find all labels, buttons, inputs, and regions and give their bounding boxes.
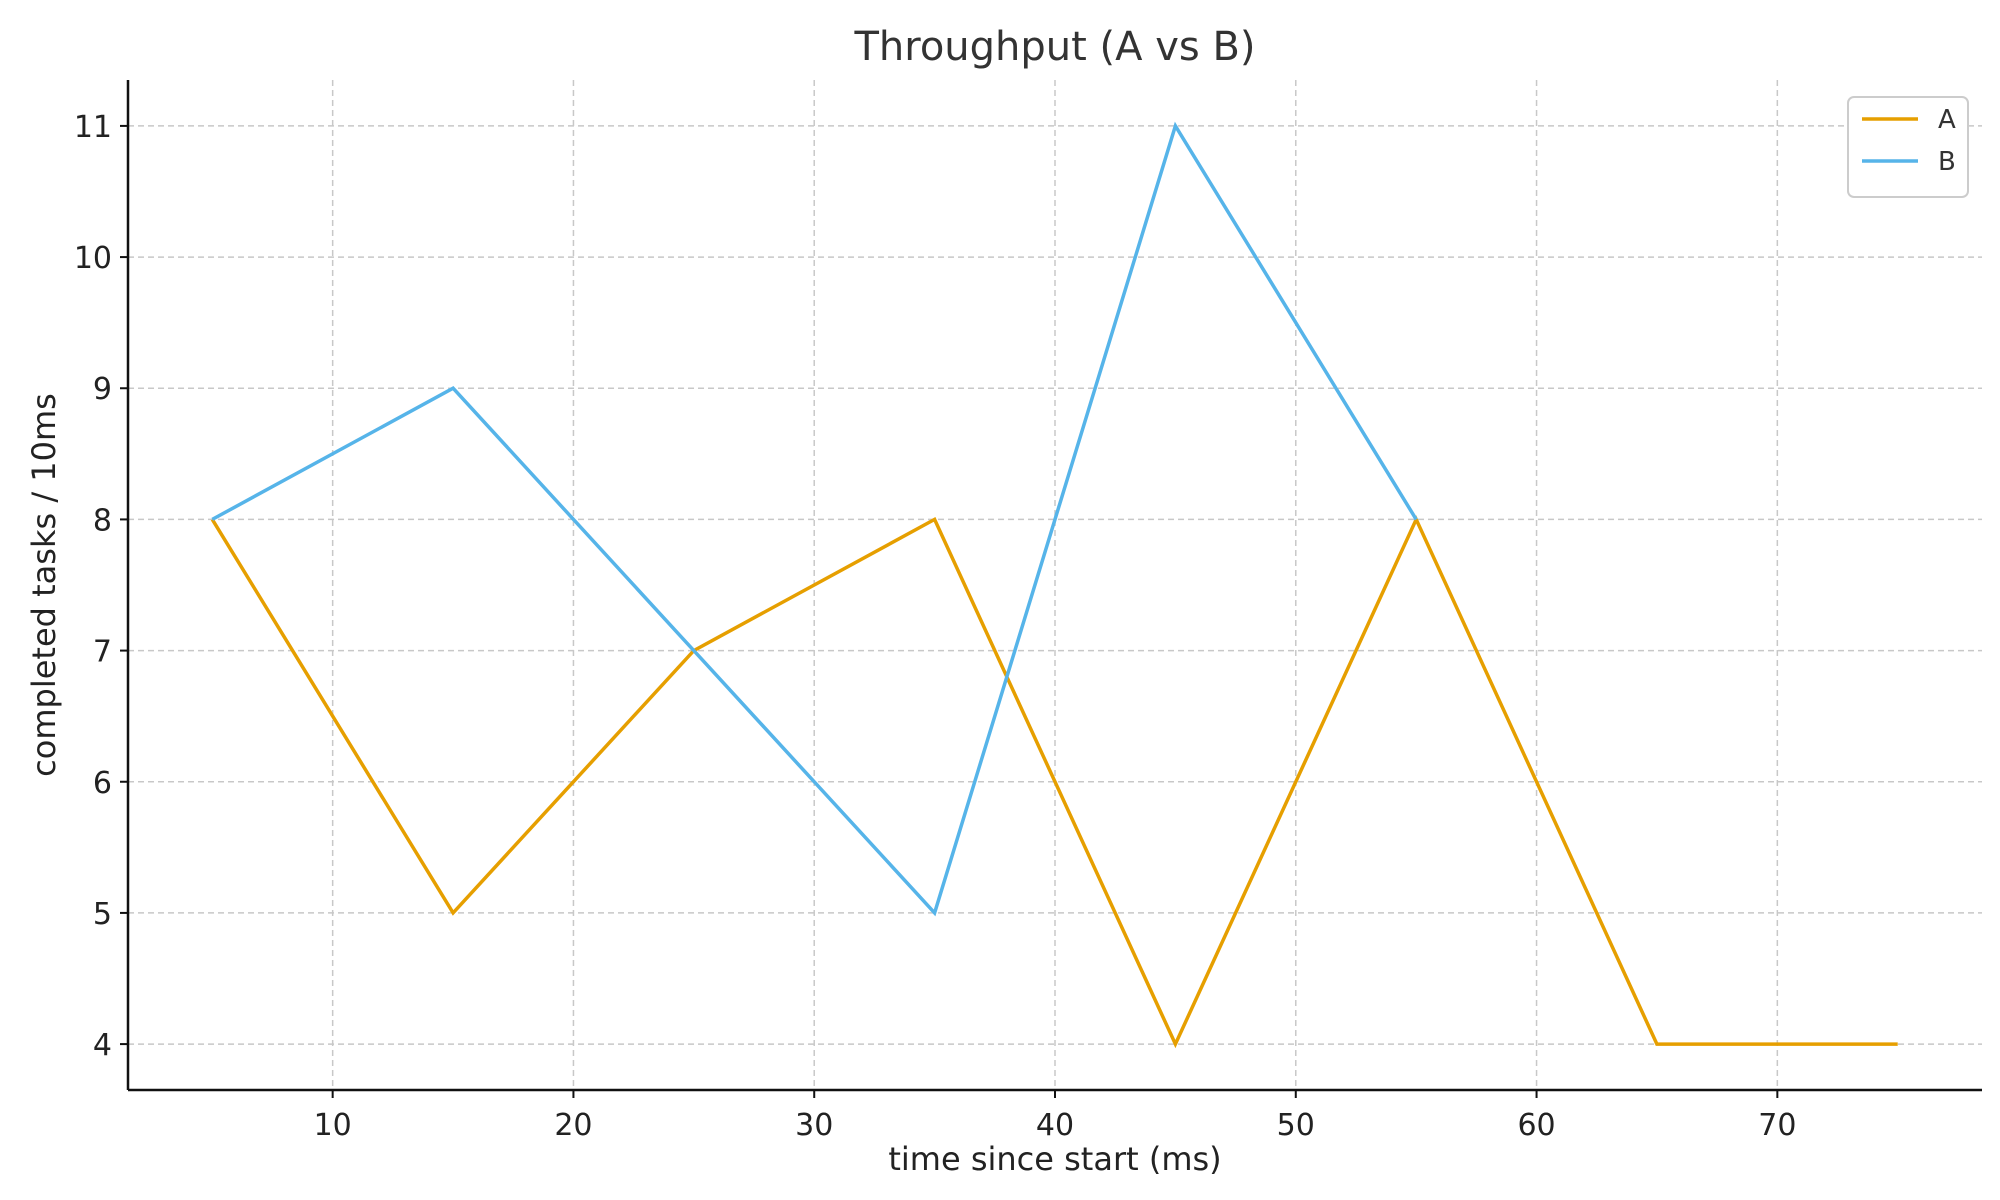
y-tick-label: 11 — [74, 110, 112, 145]
x-axis-label: time since start (ms) — [888, 1140, 1221, 1178]
x-tick-label: 70 — [1758, 1108, 1796, 1143]
series-line-a — [210, 515, 1898, 1049]
x-tick-label: 40 — [1036, 1108, 1074, 1143]
chart-title: Throughput (A vs B) — [853, 24, 1255, 70]
legend: AB — [1847, 96, 1969, 198]
y-tick-label: 5 — [93, 897, 112, 932]
y-tick-label: 4 — [93, 1028, 112, 1063]
y-tick-label: 8 — [93, 503, 112, 538]
series-line-b — [211, 121, 1418, 917]
x-tick-label: 20 — [554, 1108, 592, 1143]
x-tick-label: 50 — [1277, 1108, 1315, 1143]
legend-label-a: A — [1938, 105, 1956, 135]
legend-label-b: B — [1938, 147, 1956, 177]
x-tick-label: 60 — [1517, 1108, 1555, 1143]
y-tick-label: 6 — [93, 766, 112, 801]
y-axis-label: completed tasks / 10ms — [25, 393, 63, 777]
x-tick-label: 30 — [795, 1108, 833, 1143]
grid-layer — [128, 80, 1982, 1090]
y-tick-label: 7 — [93, 635, 112, 670]
y-tick-label: 10 — [74, 241, 112, 276]
x-tick-label: 10 — [314, 1108, 352, 1143]
y-tick-label: 9 — [93, 372, 112, 407]
ticks-layer: 10 20 30 40 50 60 70 4 5 6 7 8 9 10 11 — [74, 110, 1797, 1143]
series-layer — [210, 121, 1898, 1049]
legend-box — [1847, 96, 1969, 198]
